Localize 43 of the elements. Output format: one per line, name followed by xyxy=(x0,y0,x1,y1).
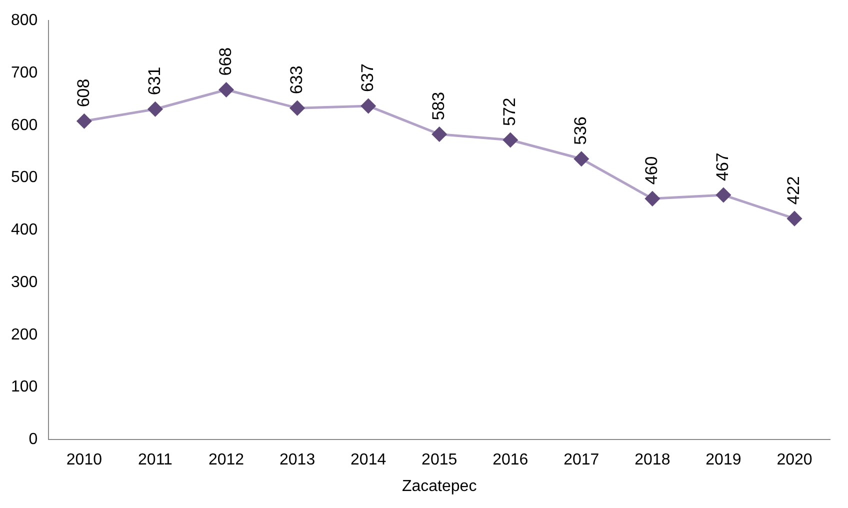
data-label: 572 xyxy=(500,98,520,126)
point xyxy=(361,98,376,114)
point xyxy=(76,114,92,128)
data-label: 536 xyxy=(571,116,590,145)
data-label: 460 xyxy=(642,156,662,185)
y-tick-label: 400 xyxy=(10,222,38,239)
y-tick-label: 100 xyxy=(10,378,38,396)
data-label: 467 xyxy=(713,152,732,182)
point xyxy=(432,127,447,142)
data-label: 583 xyxy=(429,92,448,120)
y-tick-label: 500 xyxy=(10,169,38,186)
y-tick-label: 300 xyxy=(10,274,38,291)
x-tick-label: 2019 xyxy=(706,452,742,469)
x-tick-label: 2016 xyxy=(492,452,528,469)
x-tick-label: 2017 xyxy=(564,452,600,469)
data-label: 633 xyxy=(286,66,306,94)
x-tick-label: 2015 xyxy=(422,452,458,469)
x-axis-title: Zacatepec xyxy=(402,478,477,495)
point xyxy=(787,211,802,226)
x-tick-label: 2011 xyxy=(138,452,173,469)
y-tick-label: 200 xyxy=(10,326,38,344)
x-tick-label: 2013 xyxy=(279,452,316,469)
point xyxy=(290,100,305,116)
y-tick-label: 700 xyxy=(10,64,38,82)
y-tick-label: 600 xyxy=(10,116,38,134)
x-tick-label: 2012 xyxy=(208,452,244,469)
y-tick-label: 800 xyxy=(10,12,38,30)
point xyxy=(503,132,518,148)
x-tick-label: 2010 xyxy=(66,452,102,469)
data-label: 422 xyxy=(784,176,804,205)
x-tick-label: 2018 xyxy=(634,452,670,469)
x-tick-label: 2020 xyxy=(776,452,812,469)
data-label: 668 xyxy=(216,47,235,76)
point xyxy=(716,188,731,202)
point xyxy=(219,82,234,97)
data-label: 608 xyxy=(74,78,93,108)
point xyxy=(645,191,660,206)
point xyxy=(148,102,162,116)
point xyxy=(574,152,589,166)
data-label: 631 xyxy=(144,66,164,96)
x-tick-label: 2014 xyxy=(350,452,386,469)
y-tick-label: 0 xyxy=(28,431,38,448)
data-label: 637 xyxy=(358,64,378,92)
